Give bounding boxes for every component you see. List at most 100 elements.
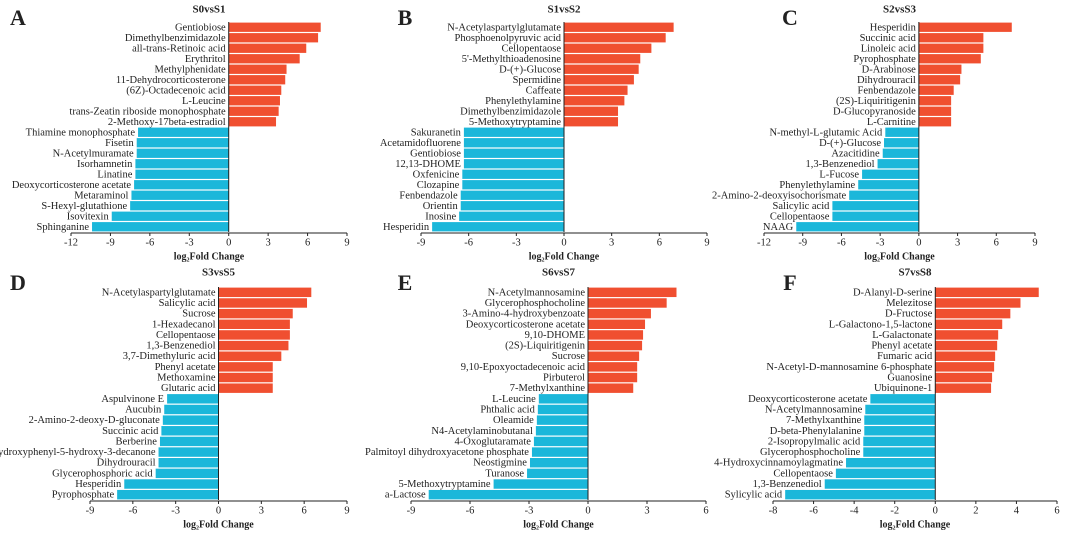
bar (935, 287, 1039, 298)
bar (588, 362, 638, 372)
x-axis-label: log₂Fold Change (880, 519, 951, 530)
category-label: N-Acetylmannosamine (765, 404, 863, 415)
bar (877, 159, 919, 169)
category-label: Fisetin (105, 138, 134, 149)
x-tick-label: 6 (302, 505, 307, 516)
bar (564, 43, 652, 53)
bar (935, 308, 1011, 319)
bar (131, 190, 229, 200)
category-label: D-(+)-Glucose (819, 138, 881, 149)
category-label: Erythritol (185, 54, 226, 65)
bar (136, 148, 229, 158)
bar (588, 287, 677, 298)
category-label: 2-Isopropylmalic acid (768, 436, 861, 447)
category-label: Succinic acid (102, 426, 159, 437)
bar (158, 447, 219, 457)
bar (935, 383, 992, 393)
category-label: Hesperidin (870, 22, 917, 33)
bar (935, 362, 995, 372)
category-label: Thiamine monophosphate (26, 127, 136, 138)
bar (134, 180, 229, 190)
bar (218, 330, 290, 340)
bar (228, 43, 307, 53)
bar (527, 468, 588, 479)
bar (935, 298, 1021, 308)
x-axis-label: log₂Fold Change (864, 251, 935, 262)
x-tick-label: 3 (644, 505, 649, 516)
category-label: Phenylethylamine (485, 96, 561, 107)
category-label: Cellopentaose (770, 211, 830, 222)
category-label: Methoxamine (157, 373, 216, 384)
category-label: (2S)-Liquiritigenin (505, 341, 586, 352)
x-tick-label: 0 (585, 505, 590, 516)
bar (228, 85, 282, 95)
bar (564, 96, 625, 106)
bar (918, 43, 984, 53)
bar (218, 319, 290, 329)
x-tick-label: -6 (466, 505, 475, 516)
category-label: 11-Dehydrocorticosterone (116, 75, 226, 86)
bar (588, 319, 646, 329)
category-label: Azacitidine (831, 148, 880, 159)
x-tick-label: -9 (106, 237, 115, 248)
category-label: D-Fructose (885, 309, 933, 320)
x-tick-label: -9 (798, 237, 807, 248)
category-label: Hesperidin (75, 479, 122, 490)
bar (130, 201, 229, 211)
x-tick-label: 0 (216, 505, 221, 516)
bar (135, 169, 229, 179)
category-label: Orientin (423, 201, 459, 212)
bar (463, 127, 564, 137)
bar (588, 340, 643, 351)
x-tick-label: -12 (64, 237, 78, 248)
x-tick-label: -2 (890, 505, 899, 516)
category-label: Salicylic acid (773, 201, 831, 212)
bar (463, 148, 564, 158)
bar (462, 180, 564, 190)
bar (124, 479, 219, 489)
x-axis-label: log₂Fold Change (529, 251, 600, 262)
bar (918, 33, 984, 43)
category-label: S-Hexyl-glutathione (41, 201, 127, 212)
category-label: 7-Methylxanthine (786, 415, 862, 426)
category-label: 4-Oxoglutaramate (455, 436, 532, 447)
category-label: Isorhamnetin (77, 159, 133, 170)
category-label: Linoleic acid (861, 43, 917, 54)
category-label: Sakuranetin (411, 127, 462, 138)
panel-letter: E (398, 270, 413, 295)
category-label: Berberine (116, 436, 158, 447)
category-label: Melezitose (886, 298, 932, 309)
bar (228, 54, 300, 64)
x-tick-label: 3 (266, 237, 271, 248)
x-tick-label: 9 (1032, 237, 1037, 248)
bar (92, 222, 229, 232)
category-label: L-Galactono-1,5-lactone (829, 319, 933, 330)
x-axis-label: log₂Fold Change (183, 519, 254, 530)
bar (533, 436, 588, 447)
category-label: Spermidine (513, 75, 562, 86)
category-label: Oxfenicine (413, 169, 460, 180)
bar (218, 298, 308, 308)
category-label: Oleamide (493, 415, 534, 426)
x-tick-label: -6 (145, 237, 154, 248)
category-label: 5-Methoxytryptamine (469, 117, 561, 128)
bar (529, 458, 588, 468)
bar (935, 319, 1003, 329)
x-tick-label: -9 (407, 505, 416, 516)
x-tick-label: 9 (344, 237, 349, 248)
bar (863, 447, 936, 457)
bar (463, 138, 564, 148)
category-label: Fenbendazole (858, 85, 917, 96)
category-label: Sucrose (182, 309, 216, 320)
category-label: Ubiquinone-1 (874, 383, 932, 394)
bar (459, 211, 564, 221)
x-tick-label: 6 (1054, 505, 1059, 516)
bar (228, 33, 319, 43)
x-tick-label: -6 (464, 237, 473, 248)
bar (460, 201, 564, 211)
chart-title: S0vsS1 (192, 4, 225, 16)
bar (155, 468, 219, 479)
category-label: Cellopentaose (502, 43, 562, 54)
bar (536, 415, 588, 425)
